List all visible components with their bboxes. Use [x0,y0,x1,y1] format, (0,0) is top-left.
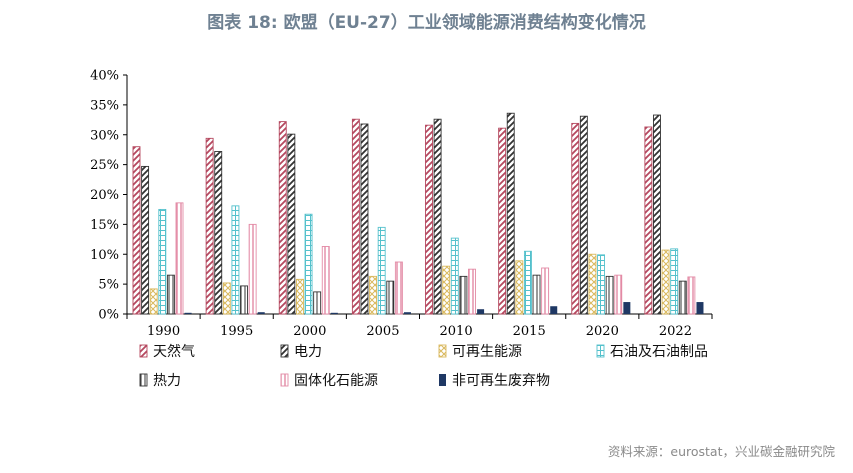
legend-swatch-renewables [438,344,447,358]
y-tick-label: 5% [98,278,119,293]
bar-natural-gas-2015 [498,127,507,315]
bar-oil-2010 [450,237,459,315]
y-tick-label: 40% [90,69,119,84]
bar-solid-fossil-2015 [541,267,550,315]
bar-natural-gas-2022 [644,126,653,315]
bar-renewables-2022 [661,249,670,315]
bar-solid-fossil-2022 [687,276,696,315]
legend-swatch-solid-fossil [280,373,289,387]
bar-solid-fossil-2010 [468,268,476,315]
bar-non-renewable-waste-1995 [257,312,265,314]
bar-electricity-2020 [579,115,588,315]
bar-solid-fossil-2005 [394,261,403,315]
bar-oil-2005 [377,226,386,315]
legend-swatch-natural-gas [139,344,148,358]
bar-heat-2015 [532,274,541,315]
bar-natural-gas-2010 [425,124,433,315]
y-tick-label: 25% [90,158,119,173]
x-tick-label: 2010 [440,324,473,339]
bar-solid-fossil-2000 [321,246,330,315]
bar-solid-fossil-2020 [614,274,623,315]
bar-electricity-1995 [214,151,223,315]
bar-oil-2022 [670,248,679,315]
bar-non-renewable-waste-2005 [403,312,411,314]
bar-electricity-2005 [360,123,369,315]
bar-natural-gas-1995 [205,137,214,315]
bar-heat-2022 [678,280,687,315]
bar-heat-1995 [240,285,248,315]
legend-swatch-non-renewable-waste [439,374,446,386]
bar-renewables-2010 [442,265,451,315]
y-tick-label: 10% [90,248,119,263]
legend-swatch-oil [596,344,605,358]
legend-label-oil: 石油及石油制品 [610,344,708,360]
legend-label-natural-gas: 天然气 [153,343,195,360]
bar-heat-1990 [166,274,175,315]
bar-non-renewable-waste-2010 [477,309,485,314]
x-tick-label: 2020 [586,324,619,339]
legend-label-solid-fossil: 固体化石能源 [294,373,378,389]
bar-oil-2015 [523,250,532,315]
bar-non-renewable-waste-2022 [696,302,704,314]
x-tick-label: 1990 [147,324,180,339]
chart-bars [132,112,704,315]
bar-non-renewable-waste-2000 [330,312,338,314]
bar-electricity-2000 [287,133,296,315]
y-tick-label: 0% [98,308,119,323]
bar-non-renewable-waste-2020 [623,302,631,314]
bar-renewables-1990 [149,288,158,315]
bar-renewables-1995 [222,282,231,315]
bar-oil-1990 [158,208,167,315]
bar-solid-fossil-1990 [175,202,184,315]
bar-solid-fossil-1995 [248,223,257,315]
bar-renewables-2000 [296,278,304,315]
chart-axes: 0% 5% 10% 15% 20% 25% 30% 35% 40% 1990 1995 2000 200… [90,69,713,339]
bar-renewables-2005 [369,275,378,315]
y-tick-label: 30% [90,128,119,143]
legend-label-renewables: 可再生能源 [452,344,522,360]
bar-oil-1995 [231,205,240,315]
x-tick-label: 2005 [366,324,399,339]
source-note: 资料来源：eurostat，兴业碳金融研究院 [607,444,835,459]
x-tick-label: 1995 [220,324,253,339]
bar-natural-gas-2005 [351,118,360,315]
bar-non-renewable-waste-2015 [550,306,558,314]
legend-swatch-heat [139,373,148,387]
bar-renewables-2015 [515,260,524,315]
bar-electricity-2015 [506,112,515,315]
bar-heat-2010 [459,275,468,315]
y-tick-label: 15% [90,218,119,233]
y-tick-label: 35% [90,98,119,113]
x-tick-label: 2000 [293,324,326,339]
legend-label-non-renewable-waste: 非可再生废弃物 [452,373,550,389]
bar-oil-2000 [304,213,313,315]
bar-heat-2020 [605,275,614,315]
bar-electricity-2022 [653,114,661,315]
bar-oil-2020 [597,254,605,315]
x-tick-label: 2022 [659,324,692,339]
y-tick-label: 20% [90,188,119,203]
bar-natural-gas-2020 [571,122,580,315]
bar-natural-gas-1990 [132,146,141,315]
legend-label-heat: 热力 [153,373,181,389]
bar-electricity-2010 [433,118,442,315]
chart-title: 图表 18: 欧盟（EU-27）工业领域能源消费结构变化情况 [207,13,646,33]
bar-heat-2000 [313,291,322,315]
bar-electricity-1990 [141,165,150,315]
bar-renewables-2020 [588,253,597,315]
bar-non-renewable-waste-1990 [184,312,192,314]
bar-heat-2005 [386,280,395,315]
legend-swatch-electricity [280,344,289,358]
x-tick-label: 2015 [513,324,546,339]
bar-natural-gas-2000 [278,121,287,315]
legend-label-electricity: 电力 [294,344,322,360]
